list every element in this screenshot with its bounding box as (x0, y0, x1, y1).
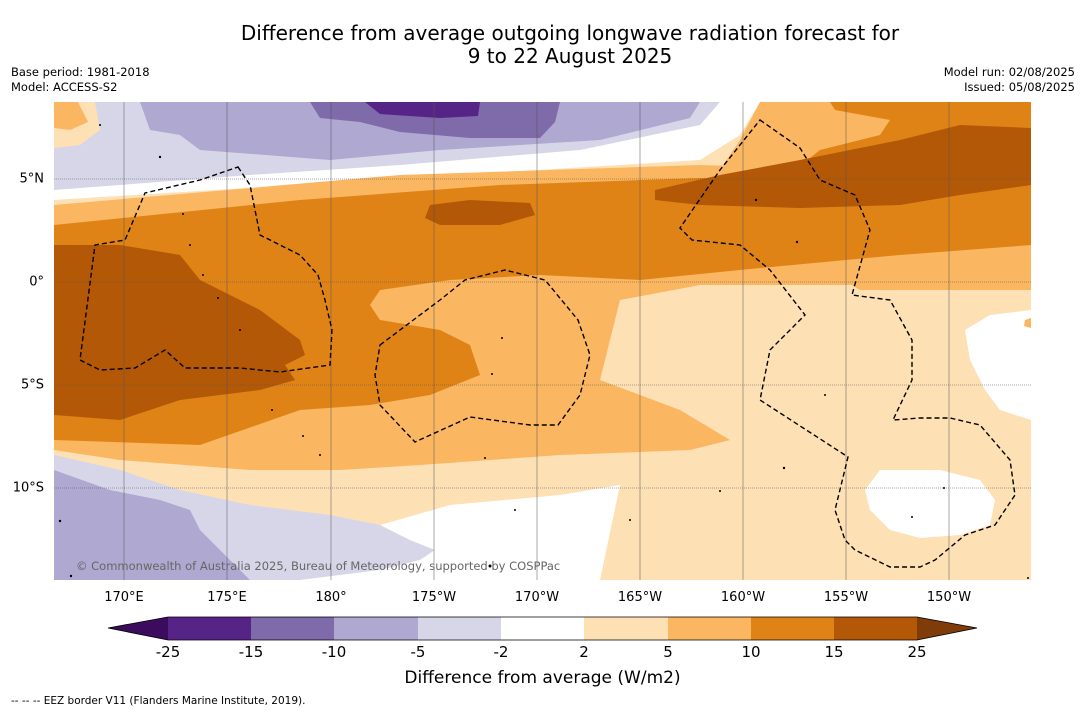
colorbar-tick-neg15: -15 (238, 643, 264, 661)
field-central-core-15-25 (425, 200, 535, 225)
field-east-small (1024, 318, 1031, 328)
copyright-notice: © Commonwealth of Australia 2025, Bureau… (76, 559, 561, 573)
colorbar-title: Difference from average (W/m2) (404, 668, 681, 688)
title-line-1: Difference from average outgoing longwav… (240, 21, 900, 45)
colorbar-bin-neg2-2 (501, 617, 584, 640)
lat-label-5s: 5°S (20, 377, 44, 393)
eez-line-islands (679, 119, 1016, 568)
lon-label-160w: 160°W (720, 590, 766, 605)
colorbar-bin-neg25-neg15 (168, 617, 251, 640)
colorbar-bin-5-10 (668, 617, 751, 640)
issued-date: Issued: 05/08/2025 (964, 80, 1075, 94)
eez-borders (79, 119, 1016, 568)
lon-label-155w: 155°W (823, 590, 869, 605)
colorbar-tick-5: 5 (663, 643, 673, 661)
lon-label-175e: 175°E (207, 590, 247, 605)
model-run: Model run: 02/08/2025 (943, 65, 1075, 79)
colorbar (107, 616, 978, 641)
title-line-2: 9 to 22 August 2025 (467, 44, 673, 68)
colorbar-tick-15: 15 (824, 643, 844, 661)
field-east-neutral-edge (965, 310, 1031, 420)
colorbar-bin-neg10-neg5 (334, 617, 418, 640)
lon-label-170w: 170°W (514, 590, 560, 605)
meta-right: Model run: 02/08/2025 Issued: 05/08/2025 (944, 65, 1075, 95)
graticule (54, 102, 1031, 580)
field-belt-10-15 (54, 178, 1031, 445)
colorbar-tick-neg25: -25 (155, 643, 181, 661)
lon-label-175w: 175°W (411, 590, 457, 605)
field-ne-core-15-25 (655, 125, 1031, 208)
colorbar-bin-neg15-neg10 (251, 617, 334, 640)
field-topleft-mid (54, 102, 88, 130)
colorbar-extend-low (108, 617, 168, 640)
field-neg15-25-north (365, 102, 480, 118)
colorbar-tick-10: 10 (741, 643, 761, 661)
lon-label-165w: 165°W (617, 590, 663, 605)
eez-tuvalu (79, 166, 333, 373)
field-west-core-15-25 (54, 245, 305, 420)
colorbar-tick-neg2: -2 (493, 643, 509, 661)
meta-left: Base period: 1981-2018 Model: ACCESS-S2 (11, 65, 150, 95)
lat-label-0: 0° (29, 274, 44, 290)
colorbar-tick-neg5: -5 (410, 643, 426, 661)
islands (58, 124, 1029, 579)
anomaly-field (54, 102, 1031, 580)
colorbar-tick-2: 2 (579, 643, 589, 661)
colorbar-extend-high (917, 617, 977, 640)
field-neg10-15-north (310, 102, 560, 138)
eez-footnote: -- -- -- EEZ border V11 (Flanders Marine… (11, 695, 306, 707)
colorbar-bin-10-15 (751, 617, 834, 640)
eez-tokelau-phoenix (374, 269, 591, 443)
base-period: Base period: 1981-2018 (11, 65, 150, 79)
colorbar-bin-neg5-neg2 (418, 617, 501, 640)
lon-label-180: 180° (315, 590, 347, 605)
lon-label-150w: 150°W (926, 590, 972, 605)
field-sw-neg5-10 (54, 470, 250, 580)
model-name: Model: ACCESS-S2 (11, 80, 118, 94)
colorbar-tick-neg10: -10 (321, 643, 347, 661)
colorbar-tick-25: 25 (907, 643, 927, 661)
lat-label-5n: 5°N (19, 171, 45, 187)
lat-label-10s: 10°S (12, 480, 44, 496)
colorbar-bin-2-5 (584, 617, 668, 640)
colorbar-bin-15-25 (834, 617, 917, 640)
lon-label-170e: 170°E (104, 590, 144, 605)
map-title: Difference from average outgoing longwav… (0, 22, 1085, 68)
colorbar-outline (107, 616, 978, 641)
field-sw-neutral (300, 485, 620, 580)
field-east-neutral-patch (865, 470, 995, 538)
